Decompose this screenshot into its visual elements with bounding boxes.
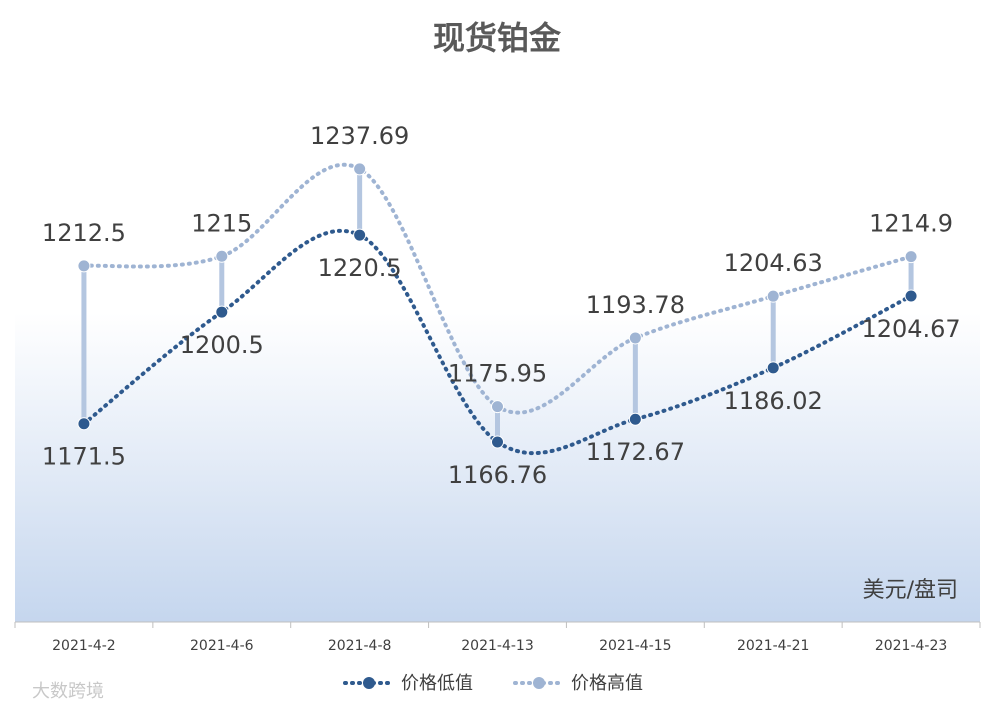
legend-label: 价格低值 xyxy=(401,673,473,694)
point xyxy=(491,400,504,414)
watermark: 大数跨境 xyxy=(32,681,104,702)
data-label: 1214.9 xyxy=(869,210,953,238)
chart-title: 现货铂金 xyxy=(433,19,562,57)
x-tick-label: 2021-4-21 xyxy=(737,638,809,654)
point xyxy=(904,289,918,303)
data-label: 1212.5 xyxy=(42,219,126,247)
data-label: 1172.67 xyxy=(586,438,685,466)
data-label: 1220.5 xyxy=(318,254,402,282)
data-label: 1186.02 xyxy=(724,387,823,415)
x-tick-label: 2021-4-23 xyxy=(875,638,947,654)
legend-marker xyxy=(363,677,375,689)
point xyxy=(77,417,91,431)
point xyxy=(766,289,780,303)
x-tick-label: 2021-4-15 xyxy=(599,638,671,654)
data-label: 1175.95 xyxy=(448,360,547,388)
point xyxy=(628,412,642,426)
point xyxy=(215,305,229,319)
data-label: 1215 xyxy=(191,209,252,237)
point xyxy=(766,361,780,375)
unit-label: 美元/盘司 xyxy=(863,578,958,603)
point xyxy=(491,435,504,449)
data-label: 1237.69 xyxy=(310,122,409,150)
legend-marker xyxy=(533,677,545,689)
data-label: 1171.5 xyxy=(42,443,126,471)
x-tick-label: 2021-4-6 xyxy=(190,638,254,654)
point xyxy=(77,259,91,273)
x-tick-label: 2021-4-2 xyxy=(52,638,116,654)
x-tick-label: 2021-4-8 xyxy=(328,638,392,654)
point xyxy=(353,162,367,176)
data-label: 1204.67 xyxy=(861,315,960,343)
data-label: 1204.63 xyxy=(724,249,823,277)
x-tick-label: 2021-4-13 xyxy=(461,638,533,654)
point xyxy=(904,250,918,264)
data-label: 1200.5 xyxy=(180,331,264,359)
series-line xyxy=(81,162,914,415)
point xyxy=(215,249,229,263)
data-label: 1166.76 xyxy=(448,461,547,489)
point xyxy=(628,331,642,345)
legend-label: 价格高值 xyxy=(571,673,643,694)
plot-background xyxy=(15,60,980,622)
data-label: 1193.78 xyxy=(586,291,685,319)
point xyxy=(353,228,367,242)
